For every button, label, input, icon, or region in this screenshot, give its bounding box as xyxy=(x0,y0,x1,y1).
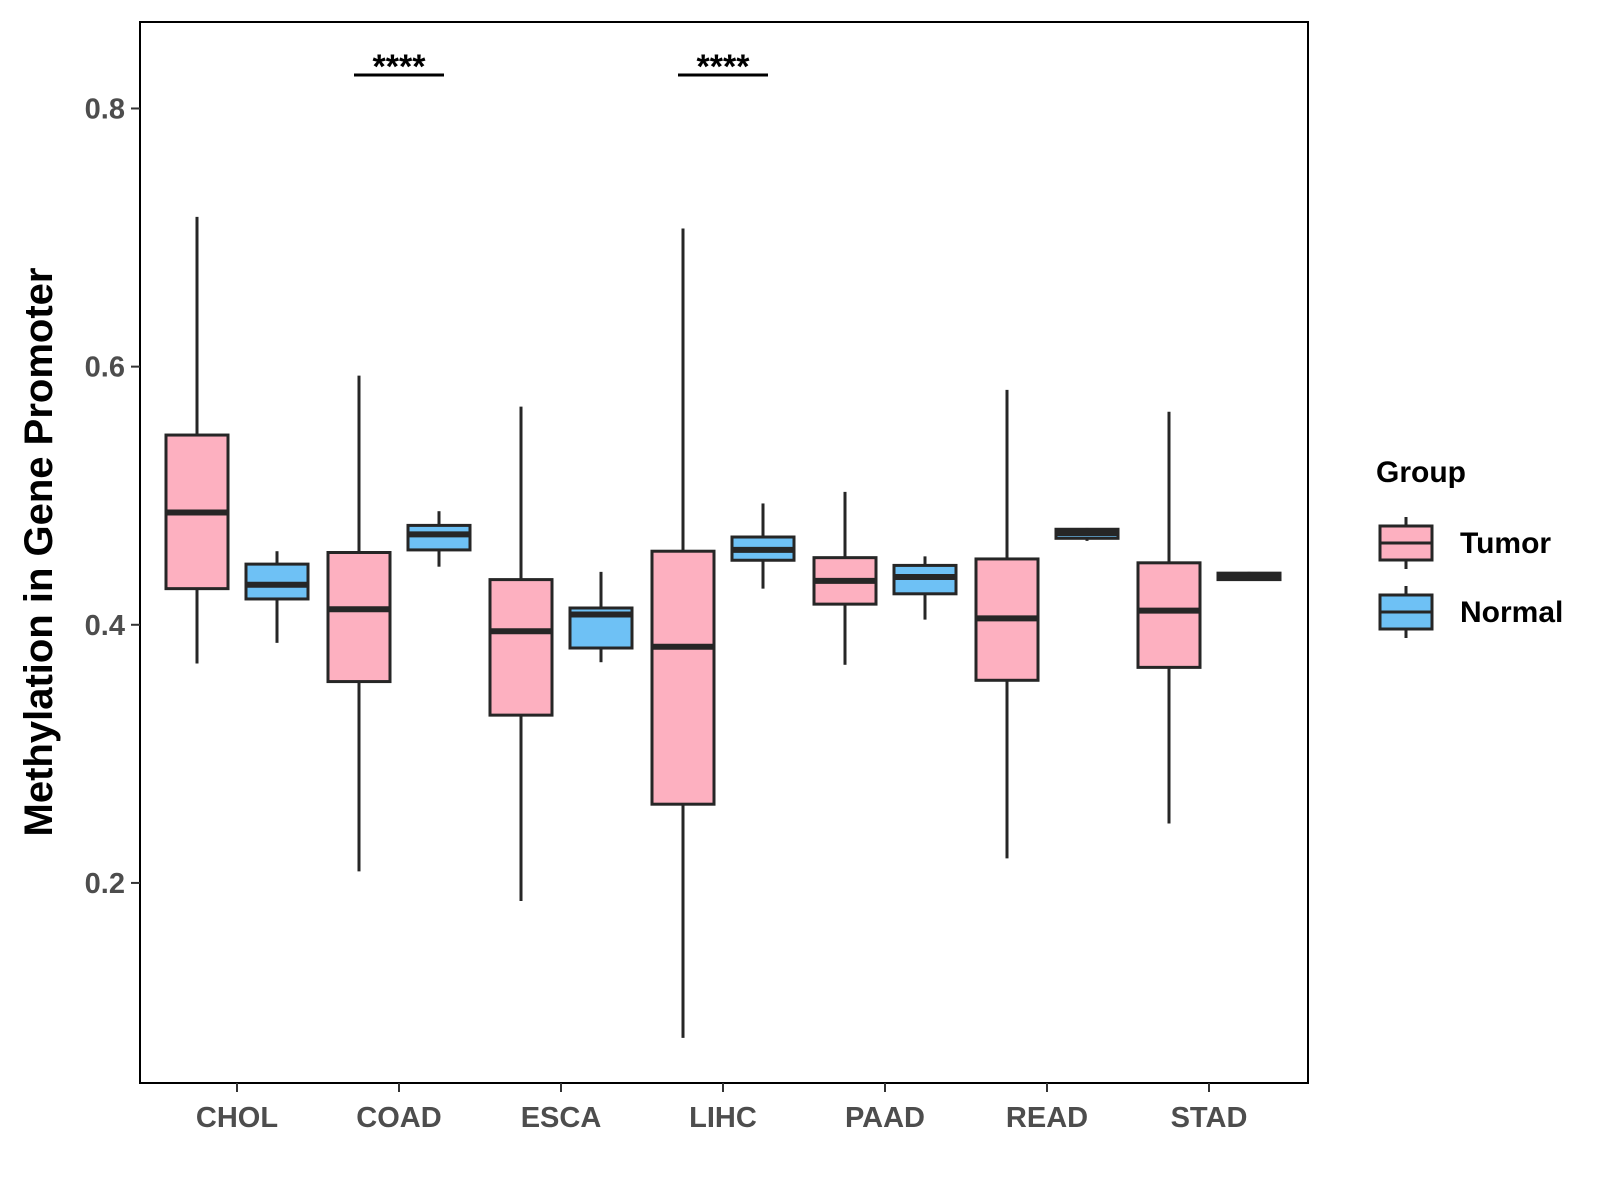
box-normal-stad xyxy=(1216,571,1282,582)
y-tick-label: 0.8 xyxy=(85,93,125,125)
x-tick-label: LIHC xyxy=(689,1102,757,1134)
box-normal-lihc xyxy=(730,503,796,589)
legend-title: Group xyxy=(1376,456,1466,489)
box-tumor-paad xyxy=(812,491,878,665)
box-body xyxy=(488,578,554,717)
box-body xyxy=(406,523,472,552)
box-body xyxy=(244,562,310,601)
y-axis-title: Methylation in Gene Promoter xyxy=(17,268,61,837)
box-normal-coad xyxy=(406,511,472,567)
legend-label: Tumor xyxy=(1460,527,1551,560)
box-tumor-chol xyxy=(164,216,230,664)
y-tick-label: 0.6 xyxy=(85,352,125,384)
x-tick-label: COAD xyxy=(356,1102,441,1134)
x-tick-label: ESCA xyxy=(521,1102,602,1134)
legend: Group Tumor Normal xyxy=(1376,456,1563,638)
box-tumor-stad xyxy=(1136,411,1202,824)
legend-item-normal: Normal xyxy=(1378,586,1563,638)
significance-label: **** xyxy=(697,48,751,86)
box-normal-esca xyxy=(568,571,634,663)
y-tick-label: 0.4 xyxy=(85,610,125,642)
box-normal-read xyxy=(1054,527,1120,541)
box-body xyxy=(650,549,716,806)
boxes xyxy=(164,216,1282,1038)
box-body xyxy=(326,551,392,684)
legend-label: Normal xyxy=(1460,596,1563,629)
y-tick-label: 0.2 xyxy=(85,868,125,900)
box-normal-chol xyxy=(244,551,310,643)
box-tumor-esca xyxy=(488,406,554,902)
x-tick-label: CHOL xyxy=(196,1102,278,1134)
significance-lihc: **** xyxy=(678,48,768,86)
x-tick-label: READ xyxy=(1006,1102,1088,1134)
box-body xyxy=(1136,561,1202,669)
significance-label: **** xyxy=(373,48,427,86)
axes: 0.2 0.4 0.6 0.8 CHOL COAD ESCA LIHC PAAD READ STAD xyxy=(85,93,1248,1134)
legend-item-tumor: Tumor xyxy=(1378,517,1551,569)
x-tick-label: PAAD xyxy=(845,1102,925,1134)
box-tumor-read xyxy=(974,389,1040,859)
box-normal-paad xyxy=(892,556,958,620)
x-tick-label: STAD xyxy=(1171,1102,1248,1134)
box-tumor-coad xyxy=(326,375,392,872)
box-tumor-lihc xyxy=(650,228,716,1038)
significance-annotations: **** **** xyxy=(354,48,768,86)
significance-coad: **** xyxy=(354,48,444,86)
